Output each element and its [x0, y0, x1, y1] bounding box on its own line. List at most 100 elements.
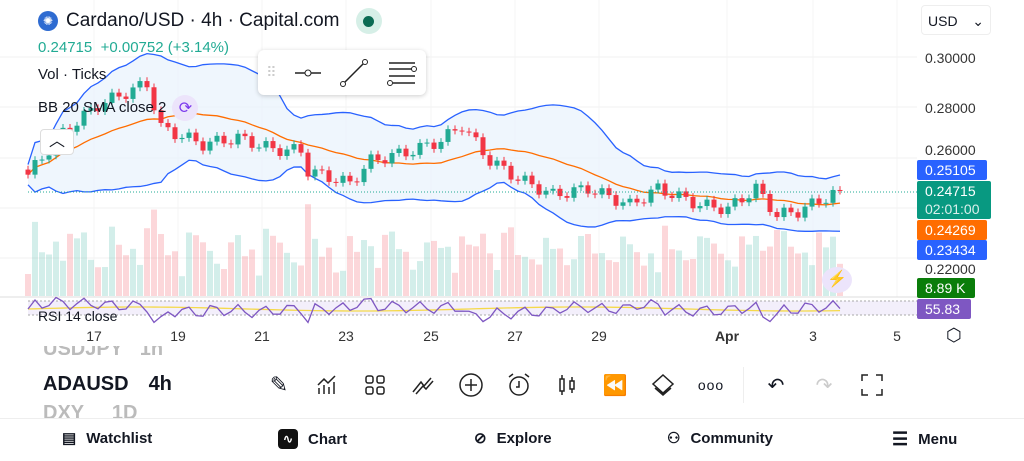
candle — [431, 142, 437, 149]
volume-bar — [795, 253, 801, 296]
candle — [158, 110, 164, 123]
interval[interactable]: 4h — [148, 373, 172, 395]
nav-community[interactable]: ⚇ Community — [667, 429, 773, 448]
candle — [599, 188, 605, 195]
volume-bar — [46, 254, 52, 296]
candle — [305, 152, 311, 177]
nav-watchlist[interactable]: ▤ Watchlist — [62, 429, 153, 448]
volume-bar — [585, 234, 591, 296]
candle — [165, 122, 171, 128]
candle — [711, 199, 717, 208]
candle — [760, 183, 766, 194]
candle — [571, 187, 577, 198]
last-price-tag: 0.24715 02:01:00 — [917, 181, 991, 219]
candle — [284, 149, 290, 156]
volume-bar — [571, 259, 577, 296]
refresh-icon[interactable]: ⟳ — [172, 95, 199, 121]
candle — [466, 131, 472, 133]
candle — [256, 147, 262, 149]
nav-menu[interactable]: ☰ Menu — [892, 429, 958, 449]
candle — [725, 206, 731, 215]
bb-legend[interactable]: BB 20 SMA close 2 ⟳ — [38, 95, 199, 121]
candle — [417, 142, 423, 155]
drag-handle-icon[interactable]: ⠿ — [266, 64, 277, 80]
watchlist-prev[interactable]: USDJPY 1h — [43, 346, 164, 360]
candle — [536, 184, 542, 195]
current-symbol[interactable]: ADAUSD 4h — [43, 373, 172, 396]
currency-select[interactable]: USD ⌄ — [921, 5, 991, 35]
bb-upper-tag: 0.25105 — [917, 160, 987, 180]
patterns-icon[interactable] — [399, 367, 447, 403]
price-tick: 0.26000 — [925, 142, 976, 158]
volume-bar — [137, 264, 143, 296]
nav-chart[interactable]: ∿ Chart — [278, 429, 347, 449]
volume-bar — [312, 238, 318, 296]
axis-settings-icon[interactable]: ⬡ — [946, 325, 962, 345]
candle — [130, 87, 136, 99]
candle — [235, 133, 241, 145]
volume-bar — [578, 235, 584, 296]
nav-explore[interactable]: ⊘ Explore — [474, 429, 552, 448]
more-icon[interactable]: ooo — [697, 377, 725, 393]
volume-bar — [536, 264, 542, 296]
candle — [522, 175, 528, 181]
volume-bar — [767, 246, 773, 296]
volume-bar — [333, 272, 339, 296]
volume-bar — [487, 253, 493, 296]
volume-bar — [25, 274, 31, 296]
collapse-legend-button[interactable]: ︿ — [40, 129, 74, 155]
pencil-icon[interactable]: ✎ — [269, 372, 289, 397]
candle — [753, 183, 759, 199]
compass-icon: ⊘ — [474, 430, 487, 447]
add-icon[interactable] — [447, 367, 495, 403]
candle — [781, 207, 787, 218]
undo-icon[interactable]: ↶ — [767, 374, 785, 397]
candle — [382, 160, 388, 164]
replay-icon[interactable]: ⏪ — [602, 374, 628, 397]
price-chart[interactable] — [0, 0, 1024, 350]
candle — [368, 154, 374, 169]
watchlist-next[interactable]: DXY 1D — [43, 402, 138, 418]
horizontal-line-tool-icon[interactable] — [293, 63, 323, 83]
volume-bar — [802, 252, 808, 296]
volume-bar — [697, 236, 703, 296]
layers-icon[interactable] — [639, 367, 687, 403]
candle — [613, 195, 619, 206]
volume-bar — [431, 240, 437, 296]
candle — [403, 148, 409, 157]
volume-bar — [480, 233, 486, 296]
alarm-clock-icon[interactable] — [495, 367, 543, 403]
volume-bar — [396, 249, 402, 296]
volume-bar — [739, 236, 745, 296]
bb-lower-tag: 0.23434 — [917, 240, 987, 260]
volume-bar — [466, 244, 472, 296]
candles-icon[interactable] — [543, 367, 591, 403]
candle — [333, 181, 339, 183]
fullscreen-icon[interactable] — [848, 367, 896, 403]
rsi-legend[interactable]: RSI 14 close — [38, 308, 118, 324]
indicators-icon[interactable] — [303, 367, 351, 403]
volume-bar — [620, 236, 626, 296]
volume-bar — [67, 233, 73, 296]
candle — [249, 136, 255, 148]
volume-bar — [354, 251, 360, 296]
ai-assist-icon[interactable]: ⚡ — [822, 267, 852, 293]
symbol-name: Cardano/USD · 4h · Capital.com — [66, 10, 340, 31]
chevron-down-icon: ⌄ — [972, 13, 984, 29]
layouts-icon[interactable] — [351, 367, 399, 403]
bollinger-lower — [27, 159, 841, 232]
volume-bar — [242, 256, 248, 296]
redo-icon[interactable]: ↷ — [815, 374, 833, 397]
volume-bar — [116, 244, 122, 296]
candle — [88, 108, 94, 111]
trend-line-tool-icon[interactable] — [339, 58, 369, 88]
date-tick: 19 — [170, 328, 186, 344]
volume-bar — [816, 232, 822, 296]
volume-legend[interactable]: Vol · Ticks — [38, 66, 107, 83]
parallel-channel-tool-icon[interactable] — [386, 58, 418, 88]
candle — [718, 207, 724, 215]
candle — [508, 165, 514, 180]
candle — [585, 185, 591, 194]
symbol-title[interactable]: ✺ Cardano/USD · 4h · Capital.com — [38, 8, 382, 34]
candle — [564, 196, 570, 198]
